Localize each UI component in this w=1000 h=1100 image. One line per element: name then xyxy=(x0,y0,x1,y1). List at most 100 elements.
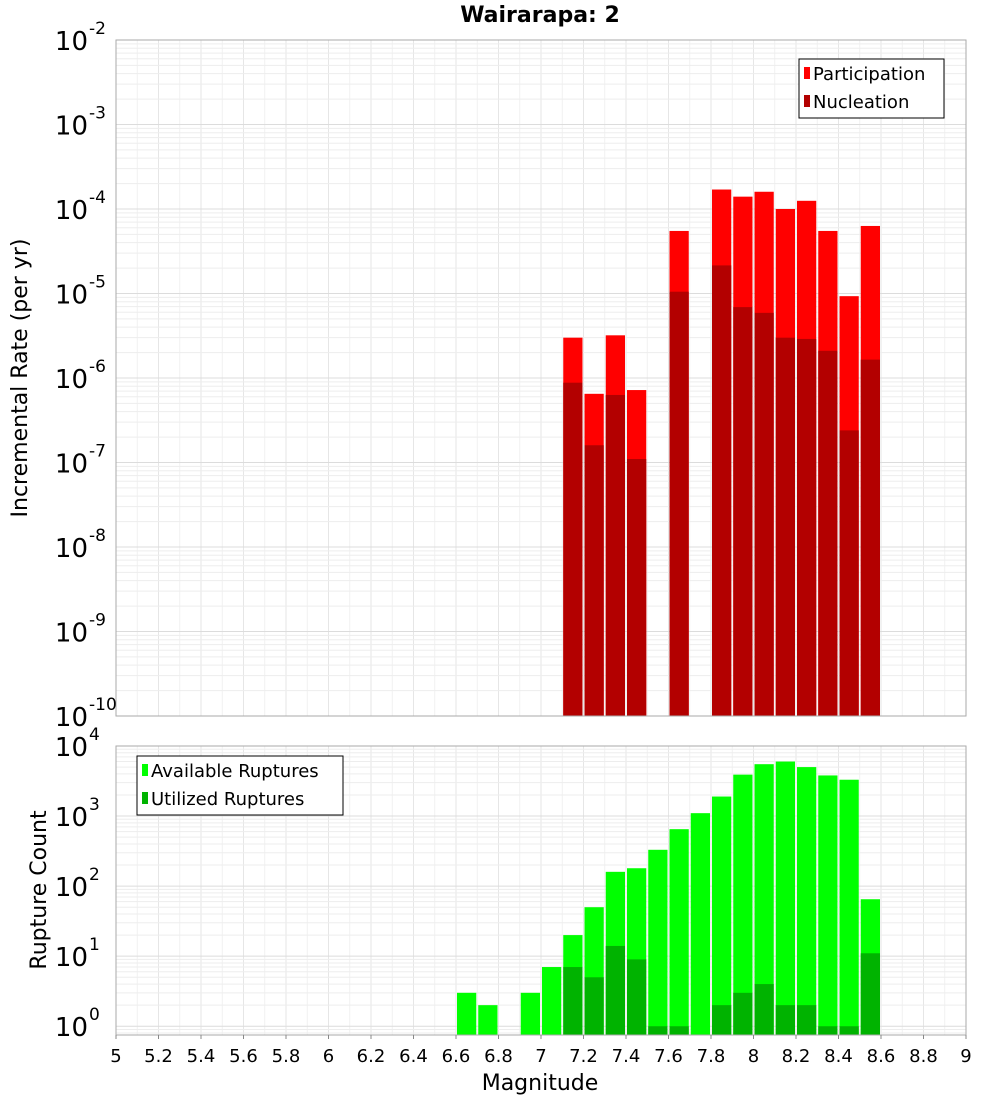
bottom-legend-swatch xyxy=(142,792,148,804)
bottom-bar-available-ruptures xyxy=(775,761,795,1035)
top-bar-nucleation xyxy=(627,459,647,716)
x-tick-label: 5.4 xyxy=(187,1046,216,1067)
x-tick-label: 6 xyxy=(323,1046,334,1067)
bottom-y-axis-label: Rupture Count xyxy=(27,810,52,970)
top-bar-nucleation xyxy=(584,445,604,716)
x-axis-label: Magnitude xyxy=(482,1071,599,1096)
bottom-legend-label: Utilized Ruptures xyxy=(151,789,304,810)
bottom-y-tick-label: 10 xyxy=(55,733,88,763)
bottom-bar-available-ruptures xyxy=(818,775,838,1035)
x-tick-label: 5.6 xyxy=(229,1046,258,1067)
x-tick-label: 8.6 xyxy=(867,1046,896,1067)
bottom-bar-utilized-ruptures xyxy=(648,1026,668,1035)
top-y-tick-label: 10 xyxy=(55,619,88,649)
top-y-tick-label: 10 xyxy=(55,27,88,57)
top-legend-label: Nucleation xyxy=(813,92,909,113)
bottom-bar-available-ruptures xyxy=(839,779,859,1035)
bottom-bar-utilized-ruptures xyxy=(860,953,880,1035)
bottom-y-tick-exponent: 4 xyxy=(89,725,100,745)
x-tick-label: 8.8 xyxy=(909,1046,938,1067)
top-legend-swatch xyxy=(804,67,810,79)
x-tick-label: 8.4 xyxy=(824,1046,853,1067)
x-tick-label: 6.4 xyxy=(399,1046,428,1067)
top-y-tick-label: 10 xyxy=(55,281,88,311)
bottom-y-tick-label: 10 xyxy=(55,873,88,903)
bottom-bar-utilized-ruptures xyxy=(839,1026,859,1035)
top-bar-nucleation xyxy=(733,307,753,716)
rupture-count-panel: 10 010 110 210 310 45 5.2 5.4 5.6 5.8 6 6.2 6.4 6.6 6.… xyxy=(55,725,972,1067)
x-tick-label: 7 xyxy=(535,1046,546,1067)
x-tick-label: 9 xyxy=(960,1046,971,1067)
x-tick-label: 5.8 xyxy=(272,1046,301,1067)
top-legend-label: Participation xyxy=(813,64,925,85)
x-tick-label: 7.2 xyxy=(569,1046,598,1067)
x-tick-label: 8 xyxy=(748,1046,759,1067)
top-bar-nucleation xyxy=(563,382,583,716)
top-bar-nucleation xyxy=(797,338,817,716)
x-tick-label: 6.6 xyxy=(442,1046,471,1067)
top-legend-swatch xyxy=(804,95,810,107)
top-y-axis-label: Incremental Rate (per yr) xyxy=(8,239,33,518)
bottom-bar-utilized-ruptures xyxy=(584,977,604,1035)
top-plot-border xyxy=(115,39,967,717)
x-tick-label: 6.2 xyxy=(357,1046,386,1067)
bottom-bar-utilized-ruptures xyxy=(797,1005,817,1035)
top-bar-nucleation xyxy=(754,312,774,716)
top-y-tick-label: 10 xyxy=(55,112,88,142)
bottom-y-tick-exponent: 3 xyxy=(89,795,100,815)
bottom-bar-utilized-ruptures xyxy=(605,945,625,1035)
top-bar-nucleation xyxy=(860,359,880,716)
top-y-tick-label: 10 xyxy=(55,196,88,226)
top-bar-nucleation xyxy=(712,265,732,716)
bottom-legend-swatch xyxy=(142,764,148,776)
bottom-bar-available-ruptures xyxy=(520,992,540,1035)
top-y-tick-label: 10 xyxy=(55,450,88,480)
bottom-y-tick-exponent: 1 xyxy=(89,935,100,955)
top-y-tick-label: 10 xyxy=(55,703,88,733)
top-y-tick-exponent: -2 xyxy=(89,19,106,39)
bottom-y-tick-exponent: 2 xyxy=(89,865,100,885)
bottom-bar-utilized-ruptures xyxy=(563,967,583,1035)
x-tick-label: 5 xyxy=(110,1046,121,1067)
bottom-y-tick-label: 10 xyxy=(55,943,88,973)
bottom-bar-available-ruptures xyxy=(797,767,817,1035)
top-y-tick-exponent: -6 xyxy=(89,357,106,377)
bottom-bar-utilized-ruptures xyxy=(627,959,647,1035)
x-tick-label: 7.6 xyxy=(654,1046,683,1067)
top-y-tick-exponent: -9 xyxy=(89,611,106,631)
x-tick-label: 6.8 xyxy=(484,1046,513,1067)
top-y-tick-exponent: -10 xyxy=(89,695,117,715)
top-y-tick-exponent: -8 xyxy=(89,526,106,546)
top-y-tick-label: 10 xyxy=(55,365,88,395)
bottom-bar-available-ruptures xyxy=(712,796,732,1035)
x-tick-label: 7.4 xyxy=(612,1046,641,1067)
bottom-y-tick-label: 10 xyxy=(55,803,88,833)
top-bar-nucleation xyxy=(669,291,689,716)
bottom-legend-label: Available Ruptures xyxy=(151,761,319,782)
bottom-bar-available-ruptures xyxy=(754,764,774,1035)
top-bar-nucleation xyxy=(818,350,838,716)
top-y-tick-label: 10 xyxy=(55,534,88,564)
bottom-bar-utilized-ruptures xyxy=(818,1026,838,1035)
chart-title: Wairarapa: 2 xyxy=(460,3,620,28)
bottom-bar-utilized-ruptures xyxy=(733,992,753,1035)
bottom-bar-available-ruptures xyxy=(457,992,477,1035)
bottom-bar-utilized-ruptures xyxy=(669,1026,689,1035)
bottom-bar-utilized-ruptures xyxy=(754,984,774,1035)
x-tick-label: 8.2 xyxy=(782,1046,811,1067)
top-y-tick-exponent: -3 xyxy=(89,104,106,124)
bottom-bar-available-ruptures xyxy=(669,829,689,1035)
top-bar-nucleation xyxy=(775,337,795,716)
bottom-bar-utilized-ruptures xyxy=(712,1005,732,1035)
bottom-bar-available-ruptures xyxy=(648,849,668,1035)
bottom-y-tick-label: 10 xyxy=(55,1013,88,1043)
bottom-bar-available-ruptures xyxy=(690,813,710,1035)
x-tick-label: 5.2 xyxy=(144,1046,173,1067)
bottom-bar-utilized-ruptures xyxy=(775,1005,795,1035)
top-bar-nucleation xyxy=(605,394,625,716)
bottom-legend-box xyxy=(136,755,344,816)
bottom-bar-available-ruptures xyxy=(478,1005,498,1035)
top-y-tick-exponent: -4 xyxy=(89,188,106,208)
